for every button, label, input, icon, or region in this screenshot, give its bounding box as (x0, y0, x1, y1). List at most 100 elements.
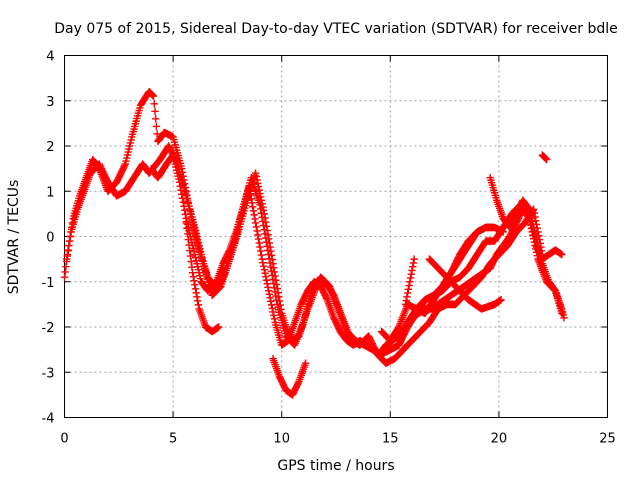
data-point (529, 223, 538, 232)
data-point (122, 157, 130, 165)
data-point (409, 262, 417, 271)
data-point (195, 241, 203, 250)
data-point (263, 226, 271, 235)
data-point (254, 235, 263, 243)
data-point (262, 218, 270, 226)
data-point (170, 157, 179, 165)
data-point (187, 257, 195, 266)
data-point (251, 219, 260, 227)
data-point (535, 247, 544, 256)
data-point (245, 183, 253, 191)
data-point (150, 100, 158, 108)
data-point (524, 204, 533, 213)
data-point (271, 272, 279, 280)
data-point (248, 199, 256, 207)
data-point (188, 269, 197, 277)
data-point (192, 229, 200, 238)
data-point (255, 186, 263, 194)
data-point (258, 199, 266, 208)
series-track-5 (269, 354, 310, 399)
data-point (264, 283, 272, 291)
data-point (178, 194, 187, 202)
data-point (542, 155, 550, 163)
x-tick-label: 10 (273, 432, 290, 447)
series-track-2 (62, 142, 547, 367)
data-point (172, 163, 180, 171)
data-point (177, 186, 185, 194)
data-point (179, 198, 187, 207)
data-point (268, 304, 276, 313)
data-point (253, 176, 261, 184)
data-point (175, 178, 184, 186)
y-tick-label: -2 (42, 321, 55, 336)
data-point (188, 263, 196, 271)
data-point (525, 205, 534, 214)
axis-ticks: 0 5 10 15 20 25 -4 -3 -2 -1 0 1 2 3 4 (42, 50, 616, 447)
data-point (559, 311, 568, 319)
data-point (194, 297, 202, 305)
data-point (251, 215, 259, 223)
data-point (249, 203, 257, 211)
data-point (301, 359, 310, 367)
data-point (196, 275, 205, 283)
data-point (270, 311, 278, 320)
data-point (527, 211, 535, 220)
data-point (532, 235, 541, 244)
data-point (194, 265, 203, 274)
data-point (186, 252, 195, 260)
data-point (193, 259, 201, 268)
data-point (196, 247, 205, 256)
data-point (126, 139, 135, 147)
data-point (409, 259, 418, 267)
chart-title: Day 075 of 2015, Sidereal Day-to-day VTE… (54, 21, 618, 37)
x-tick-label: 20 (491, 432, 508, 447)
data-point (123, 151, 132, 159)
series-track-10 (401, 255, 418, 309)
y-tick-label: 2 (46, 140, 54, 155)
data-point (173, 169, 182, 177)
data-point (121, 160, 130, 168)
data-point (186, 246, 194, 255)
data-point (276, 301, 284, 309)
data-point (173, 166, 181, 174)
data-point (149, 92, 158, 100)
data-point (259, 206, 268, 215)
data-point (194, 238, 203, 247)
data-point (66, 232, 74, 241)
y-tick-label: -1 (42, 276, 55, 291)
data-point (273, 284, 282, 293)
data-point (171, 160, 179, 168)
data-point (251, 169, 260, 177)
data-point (191, 223, 199, 232)
data-point (260, 265, 269, 274)
x-tick-label: 25 (599, 432, 616, 447)
data-point (560, 314, 568, 322)
data-point (249, 207, 258, 215)
data-point (530, 226, 539, 235)
data-point (152, 122, 161, 131)
data-point (170, 154, 178, 162)
data-point (488, 223, 497, 232)
data-point (180, 206, 189, 215)
data-point (125, 142, 134, 150)
data-point (64, 246, 72, 254)
data-point (403, 289, 412, 297)
data-point (267, 301, 276, 309)
data-point (194, 235, 202, 244)
data-point (402, 296, 410, 305)
y-tick-label: 1 (46, 185, 54, 200)
data-point (196, 272, 204, 280)
data-point (537, 256, 546, 265)
data-point (267, 251, 276, 260)
data-point (274, 288, 282, 297)
data-point (256, 189, 264, 198)
data-point (175, 175, 183, 183)
data-point (497, 296, 505, 304)
data-point (199, 256, 207, 265)
data-point (535, 244, 543, 253)
data-point (499, 228, 507, 236)
data-point (191, 281, 199, 289)
data-point (183, 224, 191, 233)
data-point (254, 183, 263, 191)
